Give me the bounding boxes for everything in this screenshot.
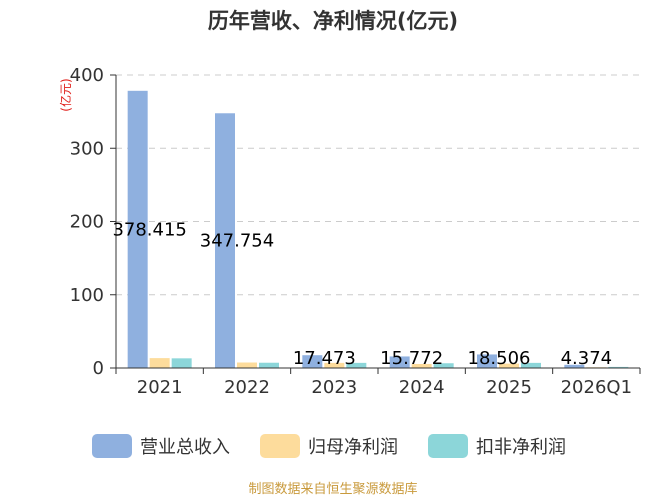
bar-2024-归母净利润 [411,363,432,368]
data-label: 4.374 [561,348,613,369]
bar-2025-扣非净利润 [521,362,541,368]
y-axis-label: (亿元) [58,78,73,111]
bar-2024-扣非净利润 [433,363,454,368]
data-labels: 378.415 347.754 17.473 15.772 18.506 4.374 [112,219,612,369]
bar-2025-营业总收入 [477,354,497,368]
x-tick-label: 2024 [399,377,445,398]
chart-title: 历年营收、净利情况(亿元) [208,9,458,33]
data-label: 347.754 [200,231,274,252]
y-tick-label: 100 [70,285,104,306]
x-tick-label: 2025 [486,377,532,398]
data-label: 378.415 [112,219,186,240]
bar-2022-归母净利润 [237,362,257,368]
y-tick-label: 200 [70,212,104,233]
y-axis-ticks: 0 100 200 300 400 [70,65,116,379]
bar-2023-归母净利润 [324,362,345,368]
x-tick-label: 2022 [224,377,270,398]
bar-2021-归母净利润 [149,358,170,368]
x-axis-ticks: 2021 2022 2023 2024 2025 2026Q1 [115,368,641,398]
data-label: 18.506 [468,348,531,369]
bar-2026Q1-扣非净利润 [608,366,629,368]
legend-label: 归母净利润 [308,437,398,458]
bar-2023-扣非净利润 [346,362,367,368]
bar-2025-归母净利润 [499,363,519,368]
bar-2023-营业总收入 [302,355,323,368]
x-tick-label: 2026Q1 [561,377,632,398]
bar-2026Q1-营业总收入 [564,364,585,368]
bar-2022-扣非净利润 [259,362,279,368]
legend-item[interactable]: 归母净利润 [260,434,398,458]
legend-swatch [260,434,300,458]
legend-label: 扣非净利润 [476,437,566,458]
data-label: 15.772 [380,348,443,369]
legend: 营业总收入 归母净利润 扣非净利润 [92,434,566,458]
legend-item[interactable]: 营业总收入 [92,434,230,458]
legend-swatch [92,434,132,458]
bar-2024-营业总收入 [389,356,410,368]
legend-item[interactable]: 扣非净利润 [428,434,566,458]
bar-2022-营业总收入 [215,113,235,368]
bar-2021-扣非净利润 [171,358,192,368]
source-note: 制图数据来自恒生聚源数据库 [248,481,417,497]
x-tick-label: 2021 [137,377,183,398]
gridlines [116,74,640,296]
data-label: 17.473 [293,348,356,369]
bars [127,90,629,369]
y-tick-label: 300 [70,138,104,159]
x-tick-label: 2023 [311,377,357,398]
legend-swatch [428,434,468,458]
bar-2021-营业总收入 [127,90,148,369]
y-tick-label: 0 [93,358,104,379]
legend-label: 营业总收入 [140,437,230,458]
y-tick-label: 400 [70,65,104,86]
